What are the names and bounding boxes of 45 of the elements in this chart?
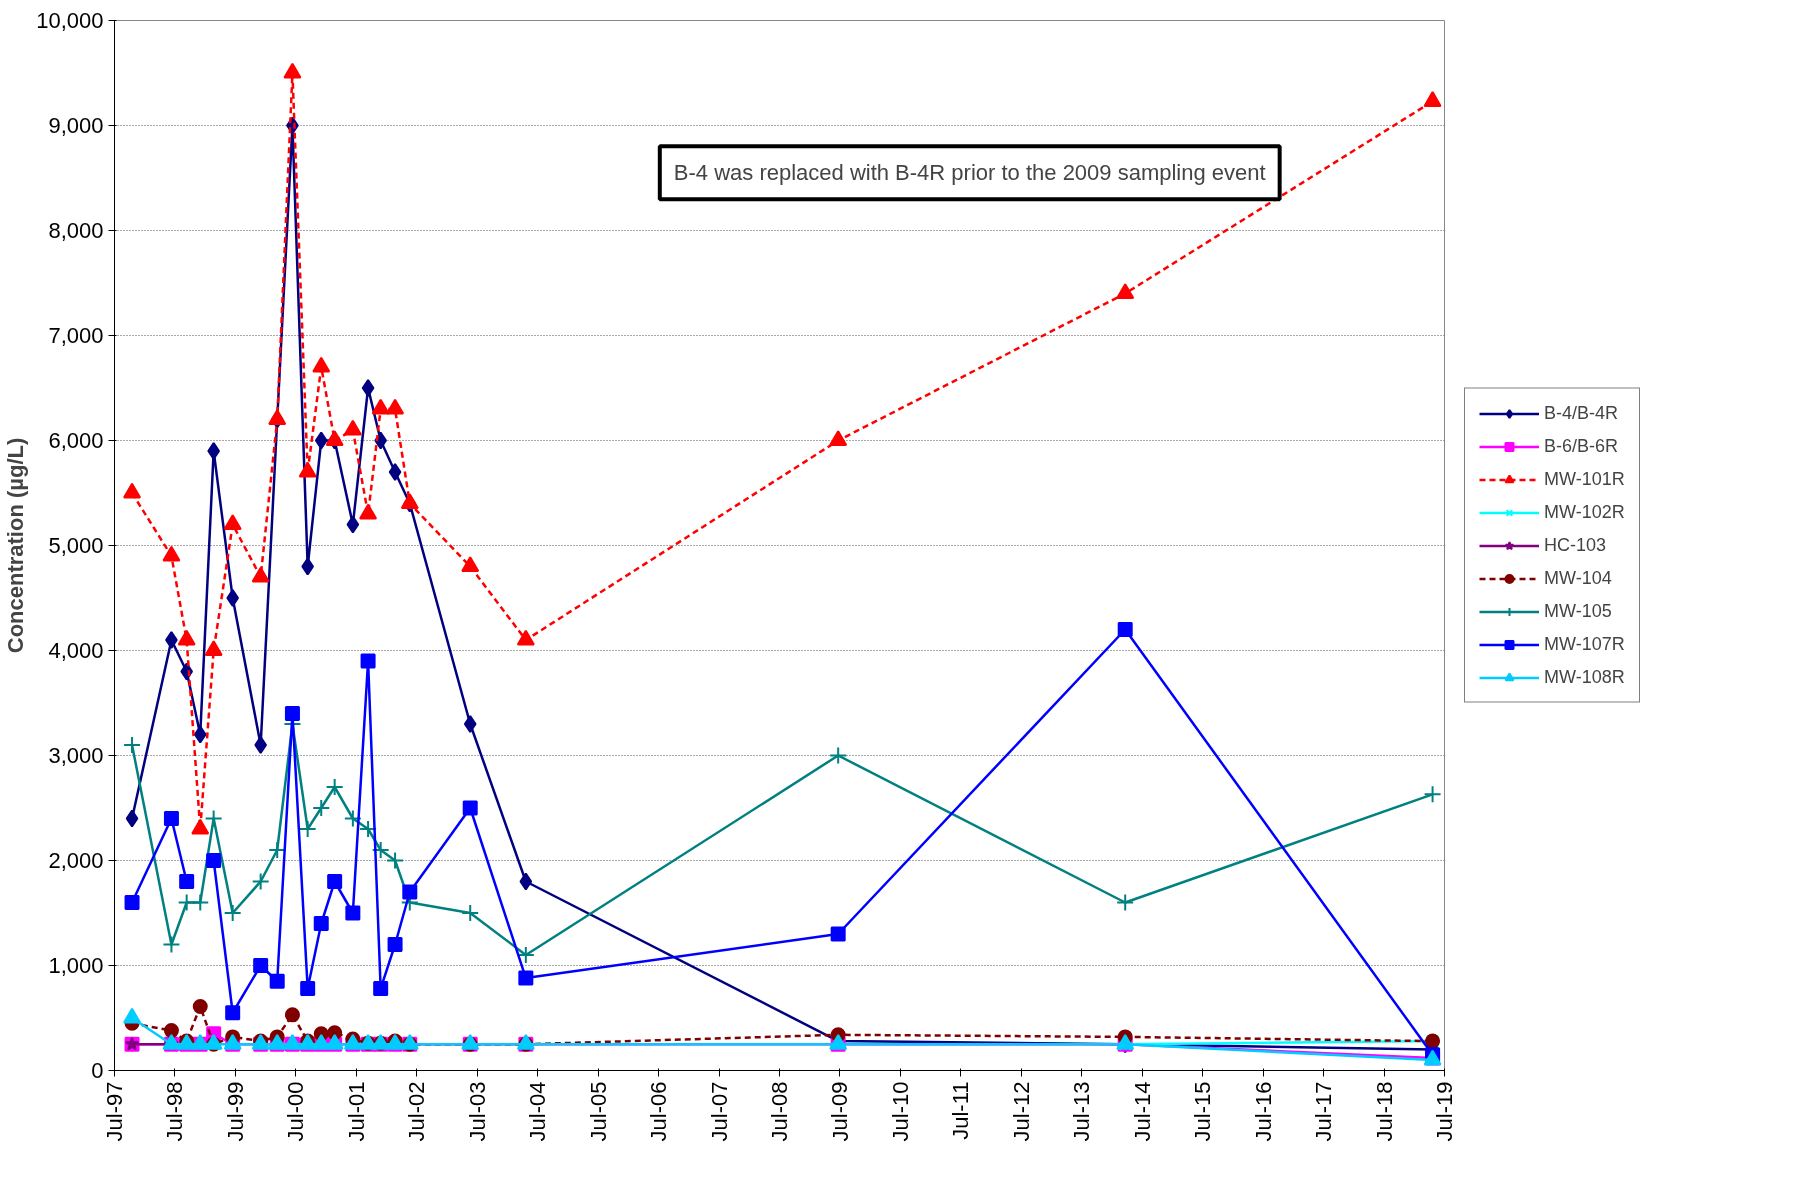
legend-label: B-6/B-6R	[1544, 435, 1619, 457]
x-tick-label: Jul-08	[767, 1081, 793, 1142]
x-tick-label: Jul-12	[1008, 1081, 1034, 1142]
x-tick-label: Jul-16	[1250, 1081, 1276, 1142]
x-tick-label: Jul-18	[1371, 1081, 1397, 1142]
x-tick-label: Jul-02	[404, 1081, 430, 1142]
x-tick-label: Jul-05	[585, 1081, 611, 1142]
y-tick-label: 2,000	[48, 848, 104, 873]
y-tick-label: 9,000	[48, 113, 104, 138]
x-tick-label: Jul-97	[102, 1081, 127, 1142]
x-tick-label: Jul-15	[1190, 1081, 1216, 1142]
x-tick-label: Jul-01	[343, 1081, 369, 1142]
legend-label: HC-103	[1544, 534, 1607, 556]
x-tick-label: Jul-00	[283, 1081, 309, 1142]
y-tick-label: 4,000	[48, 638, 104, 663]
x-tick-label: Jul-98	[162, 1081, 188, 1142]
y-tick-label: 0	[91, 1058, 104, 1083]
x-tick-label: Jul-04	[525, 1081, 551, 1142]
y-tick-label: 8,000	[48, 218, 104, 243]
y-axis-title: Concentration (µg/L)	[3, 437, 29, 654]
x-tick-label: Jul-13	[1069, 1081, 1095, 1142]
legend-label: MW-101R	[1544, 468, 1625, 490]
y-tick-label: 5,000	[48, 533, 104, 558]
legend-label: MW-108R	[1544, 666, 1625, 688]
x-tick-label: Jul-07	[706, 1081, 732, 1142]
x-tick-label: Jul-11	[948, 1081, 974, 1140]
x-tick-label: Jul-99	[222, 1081, 248, 1142]
x-tick-label: Jul-19	[1432, 1081, 1457, 1142]
legend-label: MW-102R	[1544, 501, 1625, 523]
y-tick-label: 10,000	[36, 8, 104, 33]
y-tick-label: 3,000	[48, 743, 104, 768]
annotation: B-4 was replaced with B-4R prior to the 2009 sampling event	[673, 160, 1266, 186]
y-tick-label: 1,000	[48, 953, 104, 978]
x-tick-label: Jul-14	[1129, 1081, 1155, 1142]
legend-label: B-4/B-4R	[1544, 402, 1619, 424]
x-tick-label: Jul-10	[887, 1081, 913, 1142]
x-tick-label: Jul-03	[464, 1081, 490, 1142]
x-tick-label: Jul-09	[827, 1081, 853, 1142]
x-tick-label: Jul-06	[646, 1081, 672, 1142]
legend-label: MW-107R	[1544, 633, 1625, 655]
y-tick-label: 6,000	[48, 428, 104, 453]
y-tick-label: 7,000	[48, 323, 104, 348]
legend-label: MW-105	[1544, 600, 1612, 622]
x-tick-label: Jul-17	[1311, 1081, 1337, 1142]
legend-label: MW-104	[1544, 567, 1612, 589]
